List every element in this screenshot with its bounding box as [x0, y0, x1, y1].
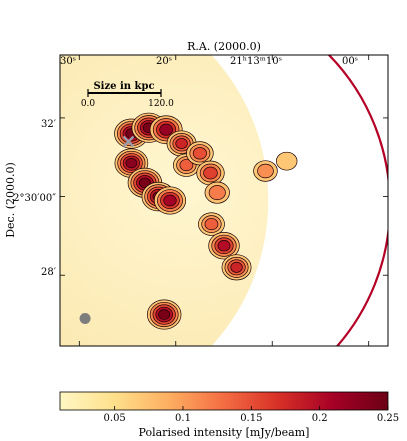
- emission-blob: [196, 160, 225, 186]
- emission-blob: [186, 141, 214, 166]
- emission-blob: [221, 254, 252, 281]
- contour: [217, 240, 231, 252]
- emission-layer: [114, 112, 298, 330]
- emission-blob: [198, 212, 225, 236]
- y-tick-label-32: 32′: [41, 119, 57, 130]
- contour: [163, 194, 177, 207]
- emission-blob: [146, 299, 182, 330]
- map-panel: [59, 54, 389, 347]
- emission-blob: [149, 115, 183, 145]
- emission-blob: [127, 167, 163, 198]
- colorbar: 0.05 0.1 0.15 0.2 0.25 Polarised intensi…: [59, 391, 399, 439]
- optical-core-cross-marker: [122, 135, 135, 148]
- scale-bar-end-label: 120.0: [148, 99, 174, 109]
- y-tick-label-28: 28′: [41, 267, 57, 278]
- contour: [125, 158, 138, 169]
- colorbar-tick-label-2: 0.15: [240, 413, 262, 424]
- emission-blob: [204, 181, 230, 204]
- x-tick-marks: [78, 55, 370, 346]
- beam-size-marker: [79, 312, 91, 324]
- x-tick-label-20s: 20ˢ: [156, 56, 172, 67]
- map-frame: [59, 54, 389, 347]
- y-axis-title: Dec. (2000.0): [4, 162, 17, 238]
- edge-noise-region: [211, 55, 388, 346]
- x-tick-label-00s: 00ˢ: [342, 56, 358, 67]
- contour: [203, 166, 218, 180]
- contour: [159, 123, 173, 136]
- contour: [257, 163, 274, 179]
- scale-bar: Size in kpc 0.0 120.0: [81, 81, 174, 109]
- contour: [208, 185, 226, 201]
- emission-blob: [276, 151, 298, 171]
- contour: [179, 159, 194, 172]
- scale-bar-start-label: 0.0: [81, 99, 96, 109]
- colorbar-tick-marks: [114, 406, 389, 410]
- emission-blob: [253, 160, 278, 182]
- emission-blob: [153, 186, 187, 215]
- emission-blob: [208, 232, 240, 260]
- x-tick-label-30s: 30ˢ: [60, 56, 76, 67]
- x-tick-label-10s: 21ʰ13ᵐ10ˢ: [230, 56, 282, 67]
- colorbar-tick-label-3: 0.2: [312, 413, 328, 424]
- y-tick-label-30: 2°30′00″: [13, 193, 56, 204]
- colorbar-tick-label-0: 0.05: [104, 413, 126, 424]
- beam-edge-mask: [211, 55, 388, 346]
- colorbar-tick-label-1: 0.1: [175, 413, 191, 424]
- contour: [230, 261, 243, 273]
- contour: [175, 138, 188, 149]
- contour: [204, 218, 219, 231]
- colorbar-tick-label-4: 0.25: [377, 413, 399, 424]
- colorbar-title: Polarised intensity [mJy/beam]: [139, 426, 310, 439]
- contour: [158, 309, 171, 320]
- marker-layer: [79, 135, 135, 324]
- colorbar-gradient: [59, 391, 389, 411]
- y-tick-marks: [60, 117, 388, 276]
- contour: [276, 151, 298, 171]
- contour: [192, 147, 207, 160]
- x-axis-title: R.A. (2000.0): [187, 40, 261, 53]
- scale-bar-title: Size in kpc: [93, 81, 154, 92]
